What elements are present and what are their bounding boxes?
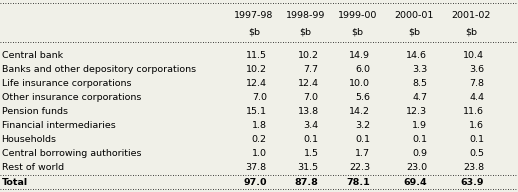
- Text: $b: $b: [408, 28, 421, 37]
- Text: 4.4: 4.4: [469, 93, 484, 102]
- Text: 7.7: 7.7: [304, 65, 319, 74]
- Text: $b: $b: [299, 28, 312, 37]
- Text: Central bank: Central bank: [2, 51, 63, 60]
- Text: 23.8: 23.8: [463, 163, 484, 172]
- Text: Other insurance corporations: Other insurance corporations: [2, 93, 141, 102]
- Text: 12.3: 12.3: [406, 107, 427, 116]
- Text: 1998-99: 1998-99: [286, 11, 325, 20]
- Text: 7.0: 7.0: [252, 93, 267, 102]
- Text: 1997-98: 1997-98: [234, 11, 274, 20]
- Text: Central borrowing authorities: Central borrowing authorities: [2, 149, 141, 158]
- Text: 1999-00: 1999-00: [338, 11, 377, 20]
- Text: 15.1: 15.1: [246, 107, 267, 116]
- Text: Rest of world: Rest of world: [2, 163, 64, 172]
- Text: 3.4: 3.4: [304, 121, 319, 130]
- Text: $b: $b: [248, 28, 260, 37]
- Text: 12.4: 12.4: [297, 79, 319, 88]
- Text: 63.9: 63.9: [461, 178, 484, 187]
- Text: 3.6: 3.6: [469, 65, 484, 74]
- Text: 1.7: 1.7: [355, 149, 370, 158]
- Text: 10.2: 10.2: [246, 65, 267, 74]
- Text: 12.4: 12.4: [246, 79, 267, 88]
- Text: 14.6: 14.6: [406, 51, 427, 60]
- Text: Pension funds: Pension funds: [2, 107, 67, 116]
- Text: Banks and other depository corporations: Banks and other depository corporations: [2, 65, 196, 74]
- Text: $b: $b: [465, 28, 478, 37]
- Text: 2001-02: 2001-02: [452, 11, 491, 20]
- Text: 7.0: 7.0: [304, 93, 319, 102]
- Text: 8.5: 8.5: [412, 79, 427, 88]
- Text: 14.2: 14.2: [349, 107, 370, 116]
- Text: 1.9: 1.9: [412, 121, 427, 130]
- Text: 78.1: 78.1: [347, 178, 370, 187]
- Text: 23.0: 23.0: [406, 163, 427, 172]
- Text: 11.6: 11.6: [463, 107, 484, 116]
- Text: 0.1: 0.1: [469, 135, 484, 144]
- Text: 0.1: 0.1: [304, 135, 319, 144]
- Text: 2000-01: 2000-01: [395, 11, 434, 20]
- Text: 37.8: 37.8: [246, 163, 267, 172]
- Text: 1.8: 1.8: [252, 121, 267, 130]
- Text: 0.9: 0.9: [412, 149, 427, 158]
- Text: 4.7: 4.7: [412, 93, 427, 102]
- Text: 5.6: 5.6: [355, 93, 370, 102]
- Text: 22.3: 22.3: [349, 163, 370, 172]
- Text: 14.9: 14.9: [349, 51, 370, 60]
- Text: 10.4: 10.4: [463, 51, 484, 60]
- Text: 10.0: 10.0: [349, 79, 370, 88]
- Text: Financial intermediaries: Financial intermediaries: [2, 121, 116, 130]
- Text: 0.5: 0.5: [469, 149, 484, 158]
- Text: 13.8: 13.8: [297, 107, 319, 116]
- Text: Households: Households: [2, 135, 56, 144]
- Text: 97.0: 97.0: [243, 178, 267, 187]
- Text: 3.3: 3.3: [412, 65, 427, 74]
- Text: 0.2: 0.2: [252, 135, 267, 144]
- Text: 11.5: 11.5: [246, 51, 267, 60]
- Text: 31.5: 31.5: [297, 163, 319, 172]
- Text: 10.2: 10.2: [297, 51, 319, 60]
- Text: 3.2: 3.2: [355, 121, 370, 130]
- Text: 0.1: 0.1: [412, 135, 427, 144]
- Text: Life insurance corporations: Life insurance corporations: [2, 79, 131, 88]
- Text: 69.4: 69.4: [404, 178, 427, 187]
- Text: 87.8: 87.8: [295, 178, 319, 187]
- Text: 1.6: 1.6: [469, 121, 484, 130]
- Text: Total: Total: [2, 178, 27, 187]
- Text: 1.5: 1.5: [304, 149, 319, 158]
- Text: 0.1: 0.1: [355, 135, 370, 144]
- Text: 7.8: 7.8: [469, 79, 484, 88]
- Text: $b: $b: [351, 28, 364, 37]
- Text: 6.0: 6.0: [355, 65, 370, 74]
- Text: 1.0: 1.0: [252, 149, 267, 158]
